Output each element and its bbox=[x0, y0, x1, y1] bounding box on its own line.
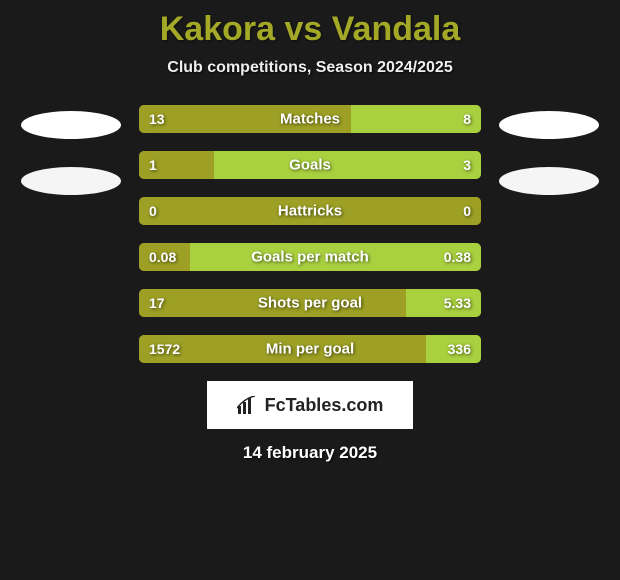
stat-label: Shots per goal bbox=[258, 295, 362, 312]
stat-value-left: 1 bbox=[149, 157, 157, 173]
stat-bar: 1 Goals 3 bbox=[139, 151, 481, 179]
stat-label: Goals per match bbox=[251, 249, 369, 266]
site-logo-text: FcTables.com bbox=[265, 395, 384, 416]
stat-value-right: 0.38 bbox=[444, 249, 471, 265]
stat-bar: 13 Matches 8 bbox=[139, 105, 481, 133]
stat-value-right: 0 bbox=[463, 203, 471, 219]
stat-label: Matches bbox=[280, 111, 340, 128]
stat-bar-fill-right bbox=[214, 151, 481, 179]
comparison-date: 14 february 2025 bbox=[243, 443, 377, 463]
stats-area: 13 Matches 8 1 Goals 3 0 Hattricks 0 0.08 Goals pe… bbox=[0, 105, 620, 363]
page-subtitle: Club competitions, Season 2024/2025 bbox=[167, 59, 452, 77]
team-logo-placeholder-icon bbox=[499, 111, 599, 139]
team-logo-placeholder-icon bbox=[499, 167, 599, 195]
team-logo-placeholder-icon bbox=[21, 167, 121, 195]
stat-bar: 17 Shots per goal 5.33 bbox=[139, 289, 481, 317]
stat-value-left: 13 bbox=[149, 111, 165, 127]
comparison-card: Kakora vs Vandala Club competitions, Sea… bbox=[0, 0, 620, 463]
stat-value-left: 17 bbox=[149, 295, 165, 311]
stat-value-left: 0 bbox=[149, 203, 157, 219]
stat-value-right: 3 bbox=[463, 157, 471, 173]
stat-label: Min per goal bbox=[266, 341, 354, 358]
stat-value-left: 1572 bbox=[149, 341, 180, 357]
stat-value-right: 8 bbox=[463, 111, 471, 127]
stat-value-right: 336 bbox=[448, 341, 471, 357]
stat-bar: 1572 Min per goal 336 bbox=[139, 335, 481, 363]
page-title: Kakora vs Vandala bbox=[160, 10, 461, 49]
stat-bar: 0.08 Goals per match 0.38 bbox=[139, 243, 481, 271]
bar-chart-icon bbox=[237, 396, 259, 414]
site-logo[interactable]: FcTables.com bbox=[207, 381, 413, 429]
stat-bars: 13 Matches 8 1 Goals 3 0 Hattricks 0 0.08 Goals pe… bbox=[139, 105, 481, 363]
right-team-icons bbox=[499, 105, 599, 195]
team-logo-placeholder-icon bbox=[21, 111, 121, 139]
stat-bar: 0 Hattricks 0 bbox=[139, 197, 481, 225]
stat-bar-fill-right bbox=[351, 105, 481, 133]
left-team-icons bbox=[21, 105, 121, 195]
stat-label: Goals bbox=[289, 157, 331, 174]
stat-value-left: 0.08 bbox=[149, 249, 176, 265]
stat-value-right: 5.33 bbox=[444, 295, 471, 311]
stat-label: Hattricks bbox=[278, 203, 342, 220]
